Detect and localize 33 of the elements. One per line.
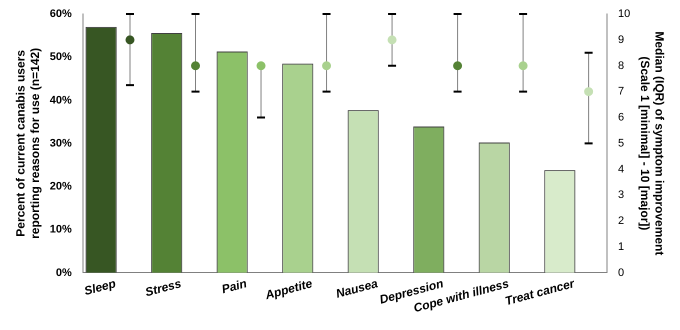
point [322,61,332,70]
y2-tick-label: 8 [618,60,624,72]
y2-tick-label: 10 [618,8,630,20]
y-tick-label: 10% [50,224,72,236]
x-tick-label: Appetite [262,276,314,302]
point [256,61,266,70]
point [388,35,397,44]
y-tick-label: 40% [50,94,72,106]
x-tick-label: Nausea [334,276,380,301]
y2-tick-label: 1 [618,240,624,253]
y2-tick-label: 0 [618,266,624,279]
y2-tick-label: 6 [618,112,624,124]
point [125,35,134,44]
x-tick-label: Pain [220,276,248,296]
y-tick-label: 50% [50,51,72,64]
point [584,87,594,96]
y2-tick-label: 5 [618,137,624,150]
point [518,61,528,70]
point [453,61,462,70]
y-tick-label: 0% [56,266,72,279]
y2-tick-label: 3 [618,189,624,202]
y2-tick-label: 7 [618,86,624,98]
point [191,61,200,70]
y2-tick-label: 2 [618,215,624,228]
y-tick-label: 20% [50,180,72,193]
y2-tick-label: 4 [618,163,624,176]
x-tick-label: Sleep [82,276,118,298]
y2-axis-title: Median (IQR) of symptom improvement (Scale 1 [minimal] - 10 [major]) [638,31,666,256]
x-tick-label: Stress [144,276,184,300]
y-tick-label: 60% [50,8,72,20]
y2-tick-label: 9 [618,34,624,46]
y-tick-label: 30% [50,137,72,150]
y-axis-title: Percent of current canabis users reporting reasons for use (n=142) [14,48,42,239]
